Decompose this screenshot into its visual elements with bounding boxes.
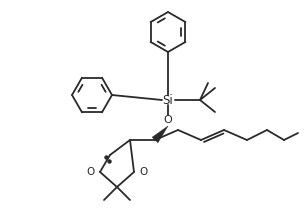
Polygon shape — [152, 126, 168, 143]
Text: O: O — [164, 115, 172, 125]
Text: O: O — [139, 167, 147, 177]
Text: O: O — [87, 167, 95, 177]
Text: Si: Si — [162, 94, 174, 107]
